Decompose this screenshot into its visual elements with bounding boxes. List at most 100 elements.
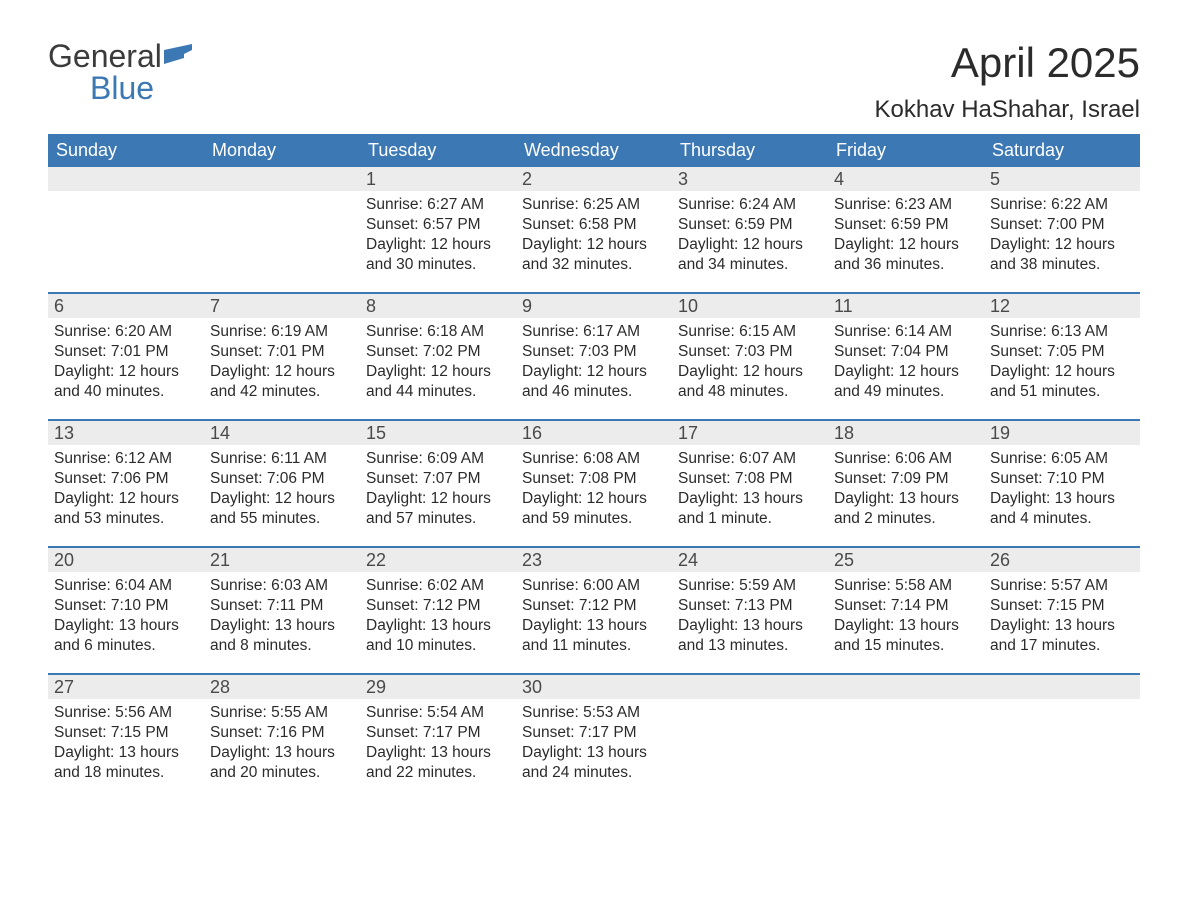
day-number: 4 [828, 167, 984, 191]
sunset-text: Sunset: 7:06 PM [210, 469, 354, 489]
day-number: 10 [672, 294, 828, 318]
day-number: 14 [204, 421, 360, 445]
calendar-cell: 28Sunrise: 5:55 AMSunset: 7:16 PMDayligh… [204, 675, 360, 800]
calendar-cell: 17Sunrise: 6:07 AMSunset: 7:08 PMDayligh… [672, 421, 828, 546]
daylight-text-line2: and 15 minutes. [834, 636, 978, 656]
calendar-week: 6Sunrise: 6:20 AMSunset: 7:01 PMDaylight… [48, 292, 1140, 419]
daylight-text-line2: and 49 minutes. [834, 382, 978, 402]
daylight-text-line2: and 42 minutes. [210, 382, 354, 402]
sunrise-text: Sunrise: 6:12 AM [54, 449, 198, 469]
daylight-text-line2: and 6 minutes. [54, 636, 198, 656]
daylight-text-line1: Daylight: 13 hours [834, 616, 978, 636]
sunrise-text: Sunrise: 6:05 AM [990, 449, 1134, 469]
calendar-cell: 8Sunrise: 6:18 AMSunset: 7:02 PMDaylight… [360, 294, 516, 419]
daylight-text-line1: Daylight: 12 hours [522, 489, 666, 509]
logo: General Blue [48, 40, 192, 104]
cell-body: Sunrise: 6:17 AMSunset: 7:03 PMDaylight:… [516, 318, 672, 401]
day-number: 13 [48, 421, 204, 445]
logo-text-blue: Blue [90, 72, 192, 104]
calendar-cell: 19Sunrise: 6:05 AMSunset: 7:10 PMDayligh… [984, 421, 1140, 546]
day-number: 18 [828, 421, 984, 445]
cell-body: Sunrise: 6:08 AMSunset: 7:08 PMDaylight:… [516, 445, 672, 528]
calendar-grid: Sunday Monday Tuesday Wednesday Thursday… [48, 134, 1140, 800]
weeks-container: 1Sunrise: 6:27 AMSunset: 6:57 PMDaylight… [48, 167, 1140, 800]
daylight-text-line2: and 40 minutes. [54, 382, 198, 402]
cell-body: Sunrise: 5:53 AMSunset: 7:17 PMDaylight:… [516, 699, 672, 782]
day-headers-row: Sunday Monday Tuesday Wednesday Thursday… [48, 134, 1140, 167]
sunrise-text: Sunrise: 6:09 AM [366, 449, 510, 469]
calendar-week: 1Sunrise: 6:27 AMSunset: 6:57 PMDaylight… [48, 167, 1140, 292]
daylight-text-line1: Daylight: 13 hours [54, 743, 198, 763]
cell-body [204, 191, 360, 195]
daylight-text-line2: and 51 minutes. [990, 382, 1134, 402]
sunset-text: Sunset: 7:06 PM [54, 469, 198, 489]
calendar-cell: 1Sunrise: 6:27 AMSunset: 6:57 PMDaylight… [360, 167, 516, 292]
day-number: 9 [516, 294, 672, 318]
daylight-text-line1: Daylight: 13 hours [366, 616, 510, 636]
calendar-cell [672, 675, 828, 800]
daylight-text-line1: Daylight: 12 hours [522, 362, 666, 382]
day-number: 22 [360, 548, 516, 572]
sunset-text: Sunset: 7:08 PM [522, 469, 666, 489]
daylight-text-line1: Daylight: 12 hours [366, 235, 510, 255]
cell-body: Sunrise: 5:54 AMSunset: 7:17 PMDaylight:… [360, 699, 516, 782]
sunrise-text: Sunrise: 6:25 AM [522, 195, 666, 215]
daylight-text-line1: Daylight: 12 hours [678, 362, 822, 382]
day-number: 5 [984, 167, 1140, 191]
daylight-text-line2: and 2 minutes. [834, 509, 978, 529]
calendar-cell: 23Sunrise: 6:00 AMSunset: 7:12 PMDayligh… [516, 548, 672, 673]
cell-body [48, 191, 204, 195]
daylight-text-line2: and 46 minutes. [522, 382, 666, 402]
sunrise-text: Sunrise: 6:15 AM [678, 322, 822, 342]
sunrise-text: Sunrise: 6:08 AM [522, 449, 666, 469]
calendar-cell: 4Sunrise: 6:23 AMSunset: 6:59 PMDaylight… [828, 167, 984, 292]
calendar-cell: 30Sunrise: 5:53 AMSunset: 7:17 PMDayligh… [516, 675, 672, 800]
cell-body: Sunrise: 6:23 AMSunset: 6:59 PMDaylight:… [828, 191, 984, 274]
sunset-text: Sunset: 7:12 PM [522, 596, 666, 616]
logo-flag-icon [164, 44, 192, 68]
daylight-text-line2: and 13 minutes. [678, 636, 822, 656]
sunrise-text: Sunrise: 6:18 AM [366, 322, 510, 342]
sunset-text: Sunset: 6:59 PM [834, 215, 978, 235]
day-header: Tuesday [360, 134, 516, 167]
cell-body: Sunrise: 6:12 AMSunset: 7:06 PMDaylight:… [48, 445, 204, 528]
daylight-text-line2: and 18 minutes. [54, 763, 198, 783]
daylight-text-line1: Daylight: 12 hours [522, 235, 666, 255]
sunrise-text: Sunrise: 6:02 AM [366, 576, 510, 596]
day-number: 21 [204, 548, 360, 572]
sunset-text: Sunset: 7:15 PM [990, 596, 1134, 616]
sunrise-text: Sunrise: 6:07 AM [678, 449, 822, 469]
daylight-text-line2: and 1 minute. [678, 509, 822, 529]
calendar-cell: 12Sunrise: 6:13 AMSunset: 7:05 PMDayligh… [984, 294, 1140, 419]
sunrise-text: Sunrise: 6:04 AM [54, 576, 198, 596]
daylight-text-line2: and 22 minutes. [366, 763, 510, 783]
day-number: 3 [672, 167, 828, 191]
daylight-text-line1: Daylight: 12 hours [990, 362, 1134, 382]
daylight-text-line1: Daylight: 12 hours [366, 489, 510, 509]
sunset-text: Sunset: 7:01 PM [210, 342, 354, 362]
cell-body: Sunrise: 6:02 AMSunset: 7:12 PMDaylight:… [360, 572, 516, 655]
cell-body: Sunrise: 6:18 AMSunset: 7:02 PMDaylight:… [360, 318, 516, 401]
sunset-text: Sunset: 7:04 PM [834, 342, 978, 362]
sunset-text: Sunset: 7:17 PM [366, 723, 510, 743]
daylight-text-line1: Daylight: 12 hours [54, 362, 198, 382]
daylight-text-line2: and 32 minutes. [522, 255, 666, 275]
day-number: 23 [516, 548, 672, 572]
day-number: 8 [360, 294, 516, 318]
day-number [672, 675, 828, 699]
logo-text-general: General [48, 40, 162, 72]
cell-body: Sunrise: 6:11 AMSunset: 7:06 PMDaylight:… [204, 445, 360, 528]
sunrise-text: Sunrise: 5:59 AM [678, 576, 822, 596]
day-header: Wednesday [516, 134, 672, 167]
day-number: 24 [672, 548, 828, 572]
sunrise-text: Sunrise: 5:55 AM [210, 703, 354, 723]
sunset-text: Sunset: 7:10 PM [990, 469, 1134, 489]
daylight-text-line1: Daylight: 13 hours [522, 616, 666, 636]
calendar-page: General Blue April 2025 Kokhav HaShahar,… [0, 0, 1188, 840]
sunrise-text: Sunrise: 6:24 AM [678, 195, 822, 215]
cell-body: Sunrise: 6:03 AMSunset: 7:11 PMDaylight:… [204, 572, 360, 655]
sunset-text: Sunset: 7:12 PM [366, 596, 510, 616]
sunset-text: Sunset: 7:01 PM [54, 342, 198, 362]
cell-body: Sunrise: 6:22 AMSunset: 7:00 PMDaylight:… [984, 191, 1140, 274]
sunset-text: Sunset: 7:08 PM [678, 469, 822, 489]
